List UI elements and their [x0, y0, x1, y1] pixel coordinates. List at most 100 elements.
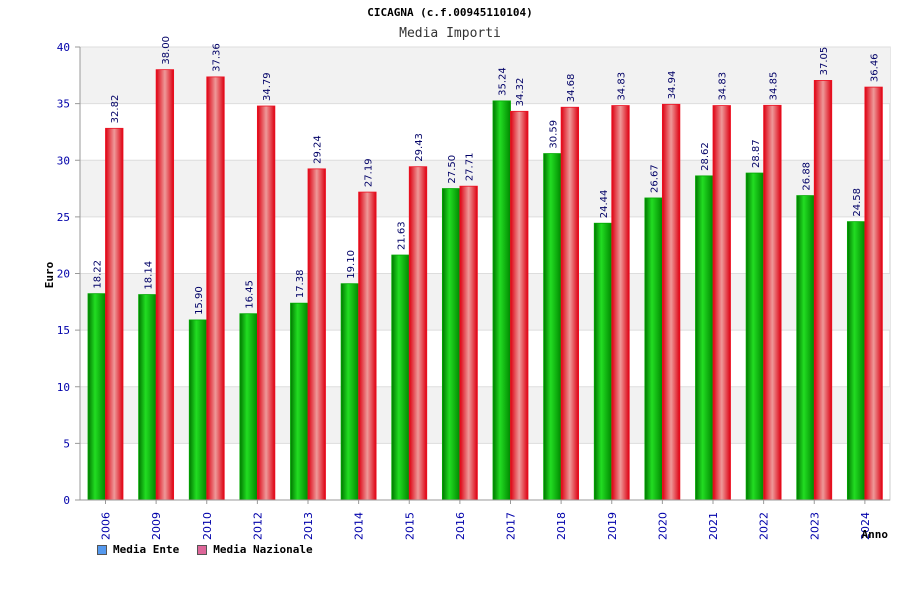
bar-ente — [239, 313, 258, 501]
bar-ente — [644, 197, 663, 501]
legend-item-nazionale: Media Nazionale — [197, 543, 313, 556]
bar-nazionale — [763, 104, 782, 501]
bar-nazionale — [813, 80, 833, 501]
data-label: 19.10 — [346, 250, 357, 279]
bar-nazionale — [358, 191, 377, 501]
data-label: 34.85 — [768, 72, 779, 101]
data-label: 27.50 — [447, 155, 458, 184]
bar-ente — [441, 188, 461, 501]
data-label: 26.67 — [650, 164, 661, 193]
legend: Media Ente Media Nazionale — [97, 543, 313, 556]
x-tick-label: 2017 — [505, 512, 518, 540]
data-label: 15.90 — [194, 286, 205, 315]
data-label: 34.68 — [566, 74, 577, 103]
y-tick-label: 30 — [57, 154, 70, 167]
legend-swatch-nazionale — [197, 544, 208, 555]
data-label: 16.45 — [245, 280, 256, 309]
data-label: 27.71 — [465, 153, 476, 182]
bar-nazionale — [560, 106, 580, 501]
data-label: 28.87 — [751, 139, 762, 168]
legend-item-ente: Media Ente — [97, 543, 179, 556]
bar-nazionale — [510, 110, 529, 501]
data-label: 34.83 — [718, 72, 729, 101]
x-tick-label: 2018 — [555, 512, 568, 540]
x-tick-label: 2012 — [251, 512, 264, 540]
y-axis-label: Euro — [43, 261, 56, 288]
y-tick-label: 20 — [57, 268, 70, 281]
bar-ente — [340, 283, 360, 501]
x-axis-label: Anno — [862, 528, 889, 541]
data-label: 34.32 — [515, 78, 526, 107]
bar-ente — [391, 254, 410, 501]
y-tick-label: 5 — [63, 437, 70, 450]
bar-nazionale — [864, 86, 883, 501]
x-tick-label: 2020 — [656, 512, 669, 540]
x-tick-label: 2019 — [606, 512, 619, 540]
y-tick-label: 0 — [63, 494, 70, 507]
data-label: 21.63 — [397, 221, 408, 250]
x-tick-label: 2022 — [758, 512, 771, 540]
bar-ente — [846, 221, 866, 501]
bar-ente — [188, 319, 208, 501]
chart-subtitle: Media Importi — [399, 26, 501, 41]
y-tick-label: 35 — [57, 98, 70, 111]
y-tick-label: 40 — [57, 41, 70, 54]
x-tick-label: 2006 — [100, 512, 113, 540]
data-label: 24.58 — [852, 188, 863, 217]
bar-ente — [796, 195, 815, 501]
data-label: 17.38 — [295, 270, 306, 299]
x-tick-label: 2010 — [201, 512, 214, 540]
data-label: 27.19 — [363, 158, 374, 187]
data-label: 28.62 — [700, 142, 711, 171]
bar-nazionale — [256, 105, 276, 501]
data-label: 37.05 — [819, 47, 830, 76]
bar-nazionale — [459, 185, 478, 501]
data-label: 18.22 — [93, 260, 104, 289]
data-label: 38.00 — [161, 36, 172, 65]
legend-swatch-ente — [97, 544, 107, 555]
data-label: 29.24 — [313, 135, 324, 164]
bar-ente — [695, 175, 714, 501]
bar-ente — [593, 222, 613, 501]
data-label: 26.88 — [802, 162, 813, 191]
data-label: 34.94 — [667, 71, 678, 100]
x-tick-label: 2015 — [403, 512, 416, 540]
chart-title: CICAGNA (c.f.00945110104) — [367, 6, 533, 19]
bar-nazionale — [408, 166, 428, 501]
bar-nazionale — [611, 105, 630, 501]
data-label: 37.36 — [212, 43, 223, 72]
data-label: 24.44 — [599, 190, 610, 219]
bar-nazionale — [712, 105, 731, 501]
bar-ente — [745, 172, 765, 501]
x-tick-label: 2013 — [302, 512, 315, 540]
data-label: 18.14 — [143, 261, 154, 290]
x-tick-label: 2016 — [454, 512, 467, 540]
bar-ente — [290, 302, 309, 501]
data-label: 32.82 — [110, 95, 121, 124]
y-tick-label: 25 — [57, 211, 70, 224]
y-tick-label: 15 — [57, 324, 70, 337]
bar-nazionale — [661, 103, 681, 501]
x-tick-label: 2021 — [707, 512, 720, 540]
y-tick-label: 10 — [57, 381, 70, 394]
bar-nazionale — [105, 127, 124, 501]
bar-ente — [543, 153, 562, 501]
data-label: 34.79 — [262, 72, 273, 101]
bar-ente — [87, 293, 106, 501]
x-tick-label: 2014 — [353, 512, 366, 540]
bar-ente — [138, 294, 157, 501]
legend-label-nazionale: Media Nazionale — [213, 543, 313, 556]
data-label: 34.83 — [617, 72, 628, 101]
bar-ente — [492, 100, 511, 501]
bar-nazionale — [307, 168, 326, 501]
bar-nazionale — [155, 69, 175, 501]
data-label: 36.46 — [870, 53, 881, 82]
data-label: 30.59 — [548, 120, 559, 149]
x-tick-label: 2023 — [808, 512, 821, 540]
legend-label-ente: Media Ente — [113, 543, 180, 556]
data-label: 29.43 — [414, 133, 425, 162]
x-tick-label: 2024 — [859, 512, 872, 540]
data-label: 35.24 — [498, 67, 509, 96]
bar-nazionale — [206, 76, 225, 501]
